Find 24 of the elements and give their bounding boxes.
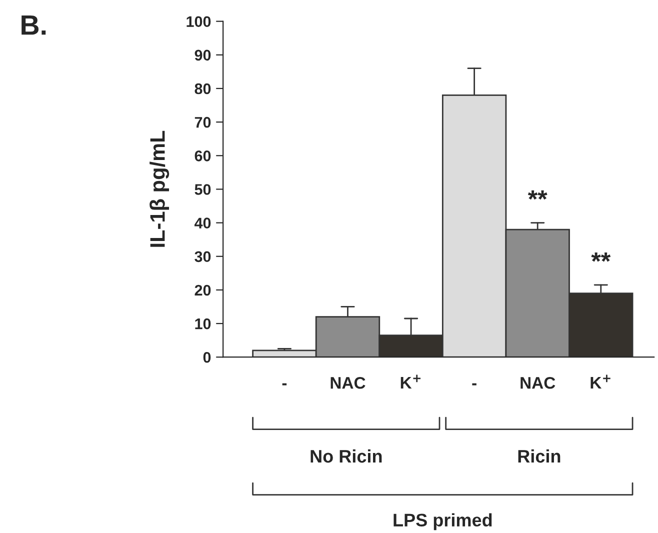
x-tick-label: K$^{+}$ bbox=[400, 374, 421, 388]
x-tick-label: NAC bbox=[330, 376, 366, 389]
y-tick-label: 70 bbox=[194, 116, 211, 128]
text: No Ricin bbox=[310, 449, 382, 463]
y-tick-label: 80 bbox=[194, 83, 211, 94]
y-tick-label: 100 bbox=[186, 16, 211, 28]
y-tick-label: 50 bbox=[194, 184, 211, 195]
y-tick-label: 0 bbox=[203, 352, 211, 363]
y-axis-title: IL-1β pg/mL bbox=[150, 130, 170, 247]
x-tick-label: - bbox=[282, 383, 287, 386]
x-tick-label: K$^{+}$ bbox=[590, 374, 610, 388]
data-label: ** bbox=[528, 190, 548, 200]
y-tick-label: 40 bbox=[194, 218, 211, 228]
text: LPS primed bbox=[394, 513, 492, 530]
y-tick-label: 10 bbox=[195, 318, 211, 330]
data-label: ** bbox=[591, 252, 611, 262]
chart-title: B. bbox=[22, 16, 46, 35]
x-tick-label: NAC bbox=[520, 376, 556, 389]
x-tick-label: - bbox=[472, 383, 476, 386]
text: Ricin bbox=[518, 449, 560, 463]
y-tick-label: 20 bbox=[194, 284, 211, 296]
y-tick-label: 60 bbox=[194, 150, 211, 162]
y-tick-label: 90 bbox=[194, 50, 211, 61]
y-tick-label: 30 bbox=[194, 251, 211, 262]
